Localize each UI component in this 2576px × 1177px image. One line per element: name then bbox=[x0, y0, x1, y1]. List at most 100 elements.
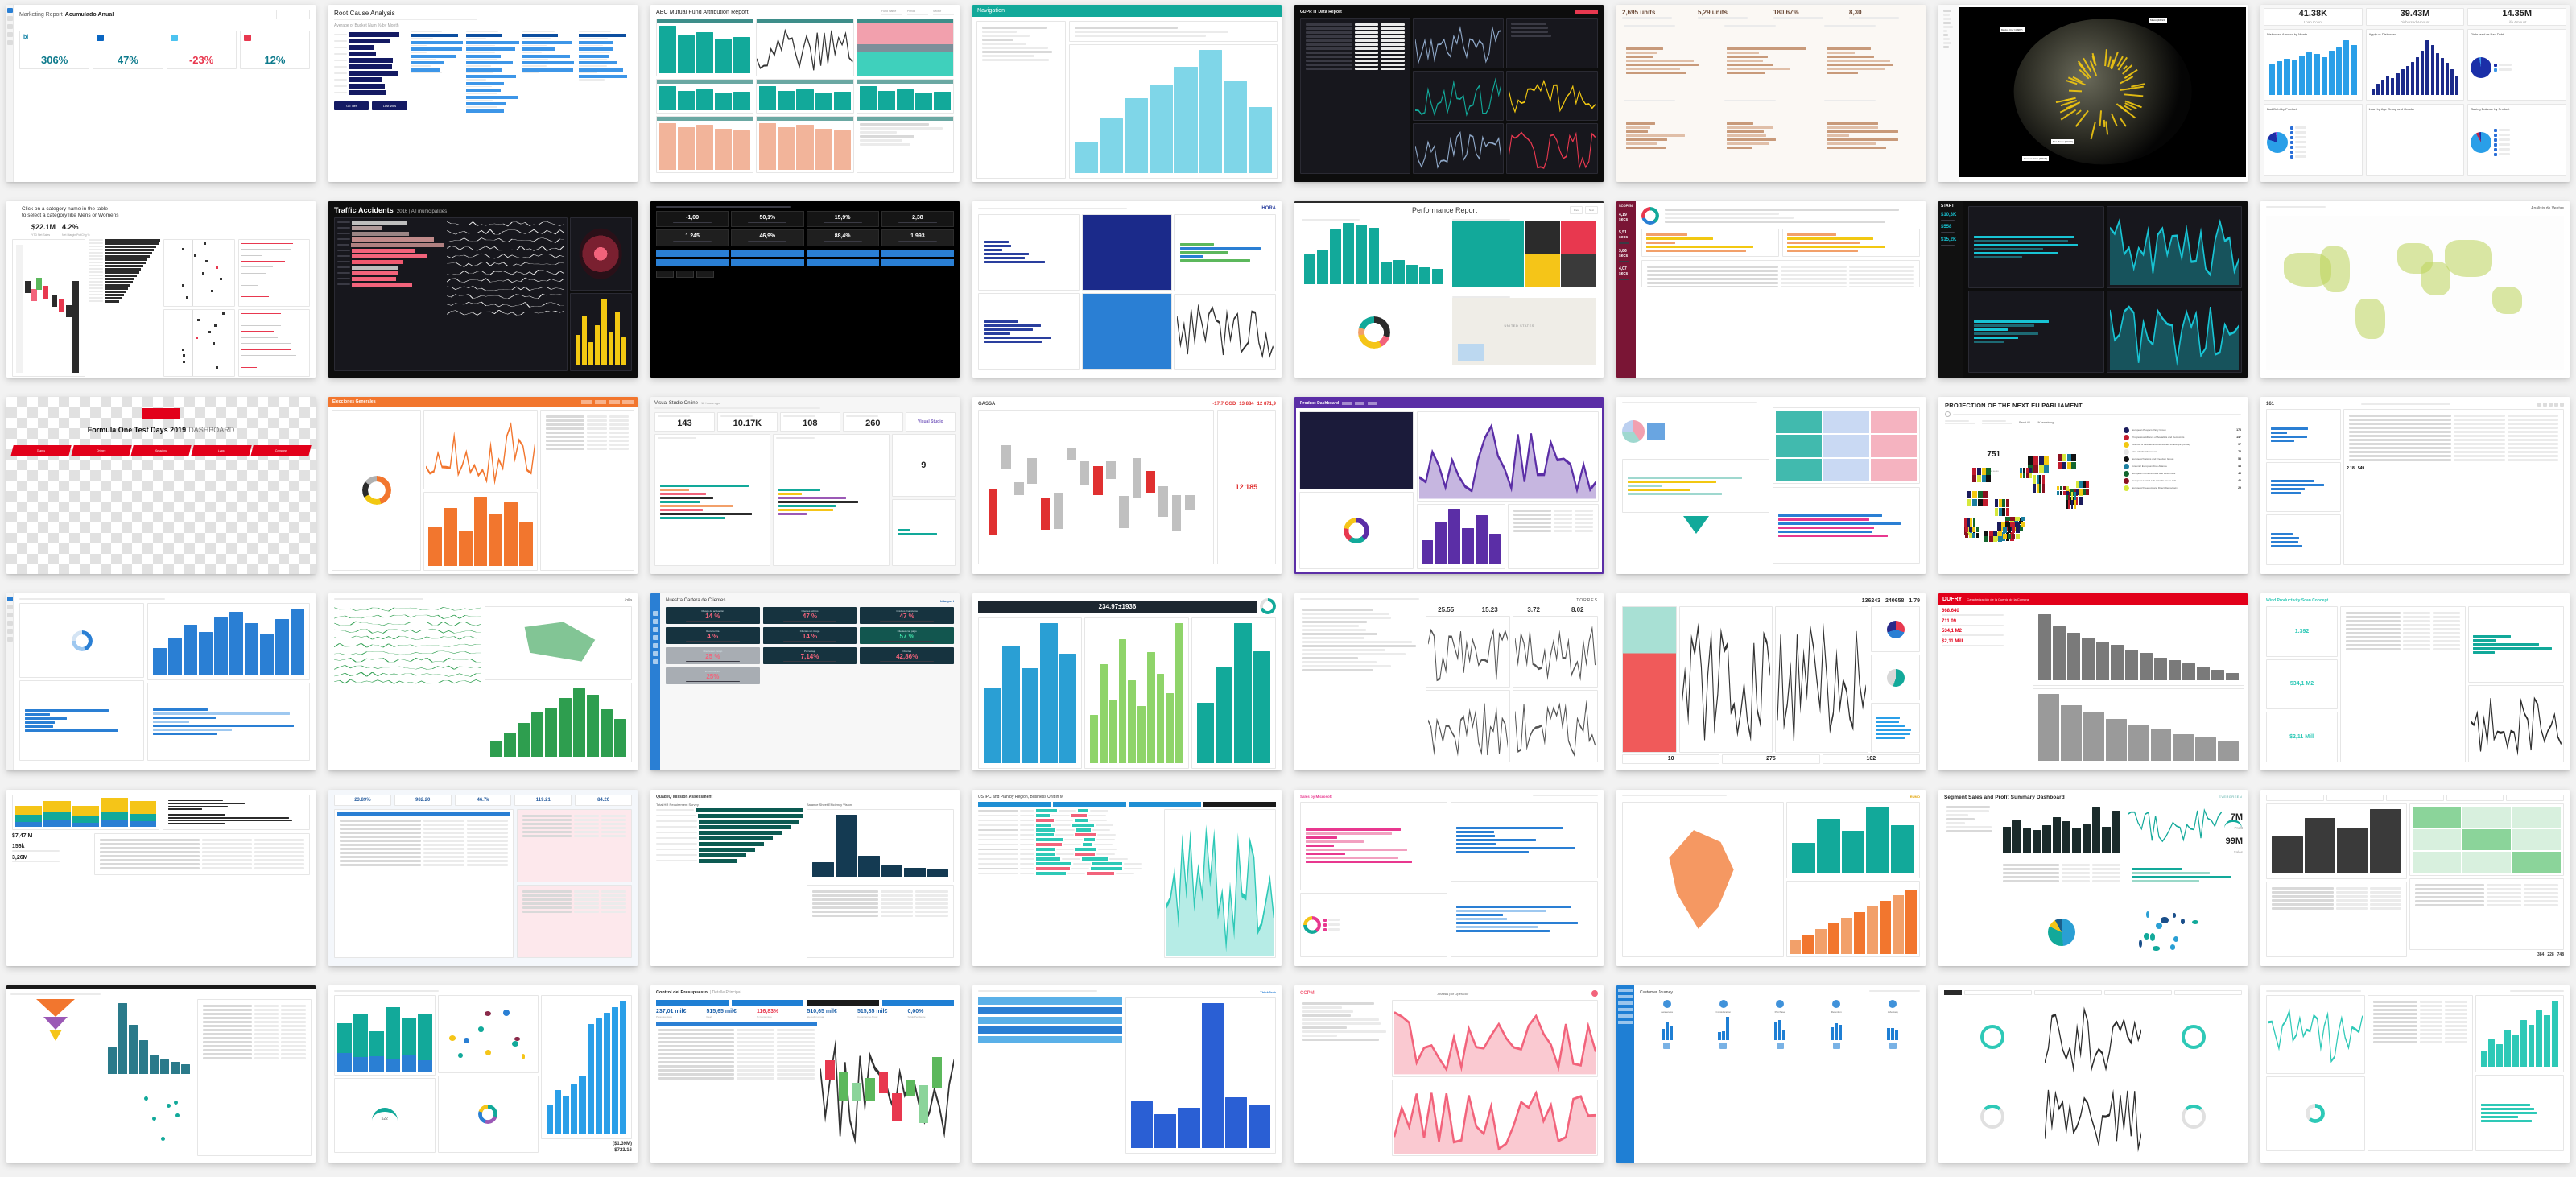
bar-card[interactable] bbox=[1300, 802, 1447, 890]
mini-card[interactable] bbox=[2266, 462, 2341, 513]
matrix-card[interactable]: Clientes con pago 57 % bbox=[860, 627, 954, 644]
nav-icon-5[interactable] bbox=[7, 637, 13, 642]
line-card[interactable] bbox=[1174, 294, 1276, 370]
table-card[interactable] bbox=[94, 833, 310, 875]
gauge-cell[interactable] bbox=[2045, 1078, 2142, 1154]
bar-card[interactable] bbox=[147, 603, 310, 680]
dashboard-thumbnail[interactable]: Root Cause Analysis Average of Bucket Num… bbox=[328, 5, 638, 182]
spark-row[interactable] bbox=[334, 642, 481, 648]
kpi-card[interactable]: 84.20 bbox=[575, 795, 632, 806]
tree-node[interactable] bbox=[579, 55, 632, 60]
filter-card[interactable] bbox=[1069, 21, 1278, 42]
nav-icon-4[interactable] bbox=[7, 40, 13, 45]
treemap-tile[interactable] bbox=[1452, 221, 1524, 287]
kpi-card[interactable]: 9 bbox=[892, 434, 956, 496]
band[interactable] bbox=[656, 259, 729, 266]
bar-card[interactable] bbox=[541, 995, 632, 1139]
toolbar-button[interactable] bbox=[1129, 802, 1201, 807]
nav-item-5[interactable] bbox=[1618, 1021, 1633, 1024]
toolbar-icon[interactable] bbox=[2560, 403, 2564, 407]
kpi-card[interactable]: -1,09 bbox=[656, 211, 729, 228]
chart-card[interactable] bbox=[1968, 291, 2104, 373]
filter-chip[interactable] bbox=[2386, 795, 2444, 801]
band[interactable] bbox=[881, 250, 954, 257]
tree-node[interactable] bbox=[466, 47, 519, 53]
line-card[interactable] bbox=[423, 410, 538, 489]
kpi-card[interactable]: 14.35M Life Amount bbox=[2467, 8, 2566, 26]
dashboard-thumbnail[interactable]: Click on a category name in the table to … bbox=[6, 201, 316, 378]
radial-card[interactable] bbox=[570, 217, 632, 291]
bar-card[interactable] bbox=[423, 492, 538, 571]
gauge-cell[interactable] bbox=[2045, 998, 2142, 1075]
mini-bars[interactable] bbox=[570, 293, 632, 371]
detail-card[interactable] bbox=[1506, 71, 1598, 122]
table-card[interactable] bbox=[2340, 606, 2466, 762]
tree-button[interactable]: Go Tier bbox=[334, 101, 369, 110]
chart-card[interactable] bbox=[857, 116, 954, 173]
pie-panel[interactable] bbox=[1871, 655, 1920, 700]
tree-node[interactable] bbox=[522, 41, 576, 47]
matrix-card[interactable]: Recurrencia 4 % bbox=[666, 627, 760, 644]
tab[interactable] bbox=[1342, 402, 1352, 405]
treemap-tile[interactable] bbox=[1525, 221, 1560, 254]
trend-card[interactable] bbox=[1413, 71, 1505, 122]
ibcs-table[interactable] bbox=[978, 809, 1161, 959]
area-card[interactable] bbox=[1392, 1000, 1598, 1076]
detail-card[interactable] bbox=[1506, 18, 1598, 68]
filter[interactable]: Period bbox=[907, 10, 928, 15]
kpi-card[interactable]: 102 bbox=[1823, 754, 1920, 764]
chart-card[interactable] bbox=[756, 116, 853, 173]
chart-card[interactable] bbox=[857, 19, 954, 76]
tree-node[interactable] bbox=[466, 41, 519, 47]
bar-card[interactable] bbox=[1871, 703, 1920, 752]
bar-card[interactable] bbox=[1084, 617, 1188, 769]
bar-card[interactable] bbox=[2475, 1075, 2564, 1151]
stacked-column[interactable] bbox=[12, 795, 159, 830]
waterfall-chart[interactable] bbox=[978, 410, 1214, 564]
heatmap[interactable] bbox=[1622, 606, 1677, 753]
tree-button[interactable]: Last Wks bbox=[372, 101, 407, 110]
line-card[interactable] bbox=[1426, 690, 1511, 762]
tree-node[interactable] bbox=[466, 75, 519, 81]
chip[interactable] bbox=[676, 271, 694, 278]
legend-item[interactable]: Europe of Freedom and Direct Democracy 29 bbox=[2124, 485, 2241, 491]
line-card[interactable] bbox=[1513, 616, 1598, 688]
bar-card[interactable] bbox=[1451, 802, 1598, 878]
dashboard-thumbnail[interactable]: START $10,3K $558 $15,2K bbox=[1938, 201, 2248, 378]
toolbar-icon[interactable] bbox=[2543, 403, 2547, 407]
ranked-bars[interactable] bbox=[89, 239, 160, 378]
bar-card[interactable] bbox=[104, 999, 194, 1077]
mini-card[interactable] bbox=[2266, 409, 2341, 460]
nav-icon-4[interactable] bbox=[653, 643, 658, 648]
bar-card[interactable] bbox=[147, 683, 310, 760]
kpi-card[interactable]: 108 bbox=[780, 412, 840, 432]
chart-card[interactable] bbox=[2107, 206, 2243, 288]
nav-icon-1[interactable] bbox=[7, 16, 13, 21]
dashboard-thumbnail[interactable]: DUFRY Caracterización de la Cuenta de la … bbox=[1938, 593, 2248, 770]
chip[interactable] bbox=[696, 271, 714, 278]
bar-card[interactable] bbox=[978, 293, 1080, 370]
kpi-card[interactable]: 982.20 bbox=[394, 795, 452, 806]
dashboard-thumbnail[interactable]: Jolla bbox=[328, 593, 638, 770]
chip[interactable] bbox=[656, 271, 674, 278]
area-card[interactable] bbox=[1417, 411, 1599, 502]
alert-card[interactable] bbox=[517, 885, 632, 958]
table-card[interactable] bbox=[807, 885, 954, 958]
nav-item-1[interactable] bbox=[1618, 995, 1633, 998]
kpi-card[interactable]: 46.7k bbox=[455, 795, 512, 806]
kpi-card[interactable]: 119.21 bbox=[514, 795, 572, 806]
bar-card[interactable] bbox=[2033, 688, 2244, 766]
donut-panel[interactable] bbox=[1300, 295, 1447, 370]
chart-card[interactable] bbox=[656, 79, 753, 114]
tree-node[interactable] bbox=[579, 61, 632, 67]
bar-card[interactable] bbox=[2475, 995, 2564, 1072]
filter[interactable]: Fund Name bbox=[881, 10, 902, 15]
spark-row[interactable] bbox=[334, 628, 481, 634]
stage-col[interactable]: Purchase bbox=[1752, 1000, 1806, 1154]
country-grid[interactable] bbox=[2033, 475, 2044, 493]
toolbar-button[interactable] bbox=[1053, 802, 1125, 807]
dashboard-thumbnail[interactable] bbox=[6, 985, 316, 1163]
waterfall-chart[interactable] bbox=[820, 1022, 954, 1149]
funnel-chart[interactable] bbox=[10, 999, 101, 1156]
country-grid[interactable] bbox=[2020, 468, 2032, 478]
